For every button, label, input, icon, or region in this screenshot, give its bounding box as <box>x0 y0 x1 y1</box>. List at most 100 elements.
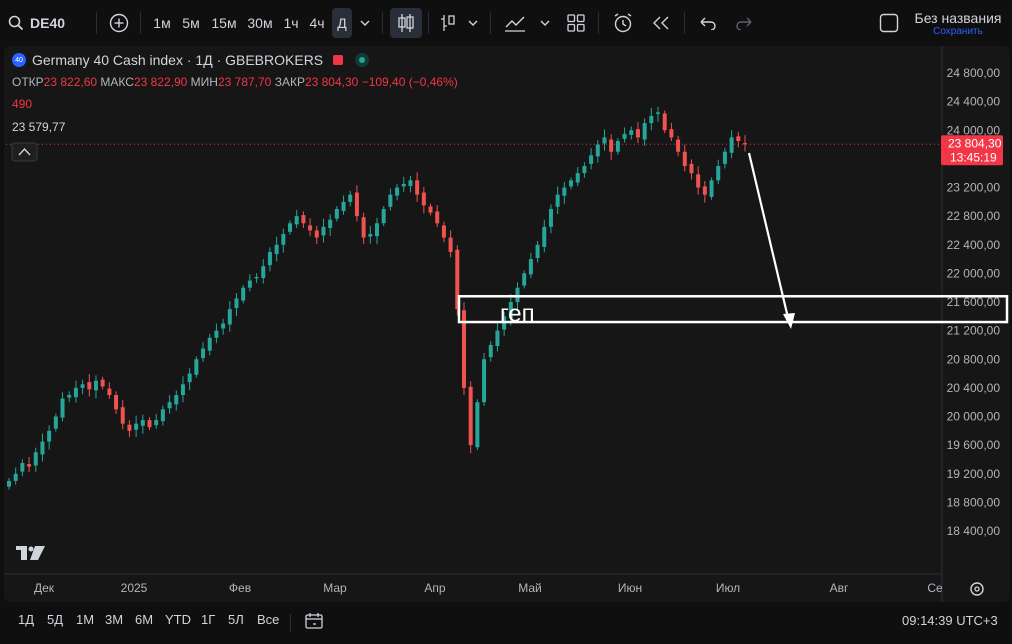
candle-body <box>535 244 540 258</box>
candle-body <box>515 287 520 302</box>
layout-grid-button[interactable] <box>562 8 590 38</box>
candle-body <box>743 143 747 145</box>
range-all[interactable]: Все <box>257 612 280 627</box>
trend-arrow[interactable] <box>747 152 795 329</box>
candle-body <box>47 430 52 442</box>
price-tick-label: 19 200,00 <box>947 467 1001 481</box>
price-tick-label: 24 400,00 <box>947 95 1001 109</box>
indicators-dropdown[interactable] <box>536 8 554 38</box>
candle-body <box>160 409 165 422</box>
interval-1m[interactable]: 1м <box>153 15 171 31</box>
candle-body <box>267 251 272 266</box>
layout-save-link[interactable]: Сохранить <box>933 26 983 37</box>
candle-body <box>294 216 299 225</box>
candle-body <box>508 302 513 319</box>
symbol-name: DE40 <box>30 15 66 31</box>
candle-body <box>375 223 379 237</box>
candle-body <box>120 407 125 424</box>
replay-button[interactable] <box>646 8 676 38</box>
redo-icon <box>736 17 752 30</box>
interval-4h[interactable]: 4ч <box>309 15 325 31</box>
range-6m[interactable]: 6М <box>135 612 154 627</box>
price-tick-label: 24 000,00 <box>947 123 1001 137</box>
interval-30m[interactable]: 30м <box>247 15 273 31</box>
collapse-legend-button[interactable] <box>11 142 38 162</box>
tradingview-logo[interactable] <box>16 546 45 560</box>
time-axis[interactable]: Дек 2025 Фев Мар Апр Май Июн Июл Авг Се <box>4 573 943 595</box>
price-tick-label: 22 400,00 <box>947 238 1001 252</box>
range-3m[interactable]: 3М <box>105 612 124 627</box>
candle-body <box>609 139 614 152</box>
square-icon <box>879 13 899 33</box>
bar-style-dropdown[interactable] <box>464 8 482 38</box>
alert-button[interactable] <box>608 8 638 38</box>
range-5d[interactable]: 5Д <box>47 612 64 627</box>
range-1d[interactable]: 1Д <box>18 612 35 627</box>
candle-body <box>441 225 446 238</box>
time-tick-label: Фев <box>229 581 251 595</box>
price-tick-label: 24 800,00 <box>947 66 1001 80</box>
candle-body <box>448 237 453 252</box>
range-ytd[interactable]: YTD <box>165 612 191 627</box>
close-value: 23 804,30 <box>304 75 359 89</box>
layout-button[interactable] <box>876 8 902 38</box>
interval-15m[interactable]: 15м <box>211 15 237 31</box>
layout-name-block[interactable]: Без названия Сохранить <box>908 10 1008 38</box>
candle-body <box>488 344 493 358</box>
time-tick-label: Се <box>927 581 943 595</box>
candle-body <box>80 384 85 388</box>
candle-body <box>187 373 192 383</box>
candle-body <box>207 337 212 351</box>
badge-price: 23 804,30 <box>948 136 1002 150</box>
time-tick-label: Июл <box>716 581 740 595</box>
clock-timezone[interactable]: 09:14:39 UTC+3 <box>902 613 998 628</box>
gear-icon[interactable] <box>970 582 984 596</box>
candle-body <box>308 225 313 231</box>
candle-body <box>602 137 607 144</box>
layout-title: Без названия <box>914 10 1002 26</box>
candle-body <box>93 380 98 391</box>
candle-body <box>595 144 600 157</box>
candle-body <box>27 464 32 467</box>
candle-body <box>415 180 420 195</box>
price-tick-label: 22 800,00 <box>947 209 1001 223</box>
candle-body <box>114 395 119 410</box>
range-1y[interactable]: 1Г <box>201 612 216 627</box>
symbol-search-button[interactable]: DE40 <box>8 8 72 38</box>
compare-add-button[interactable] <box>106 8 132 38</box>
indicators-button[interactable] <box>434 8 462 38</box>
candle-body <box>575 173 580 183</box>
range-1m[interactable]: 1М <box>76 612 95 627</box>
gap-label: геп <box>500 300 535 327</box>
high-label: МАКС <box>100 75 134 89</box>
redo-button[interactable] <box>730 8 758 38</box>
chart-pane[interactable] <box>4 46 1010 602</box>
candle-body <box>180 384 185 396</box>
candle-body <box>234 298 239 309</box>
goto-date-button[interactable] <box>304 612 324 635</box>
symbol-legend[interactable]: 40 Germany 40 Cash index · 1Д · GBEBROKE… <box>12 52 370 68</box>
interval-dropdown[interactable] <box>356 8 374 38</box>
candle-body <box>475 402 480 448</box>
gap-rectangle[interactable] <box>457 295 1009 324</box>
candle-body <box>20 463 25 472</box>
candle-body <box>40 441 45 455</box>
candle-body <box>328 219 333 228</box>
interval-1h[interactable]: 1ч <box>283 15 299 31</box>
open-value: 23 822,60 <box>43 75 98 89</box>
chart-type-button[interactable] <box>390 8 422 38</box>
bars-icon <box>441 15 455 31</box>
candle-body <box>656 112 661 114</box>
interval-5m[interactable]: 5м <box>182 15 200 31</box>
candle-body <box>254 276 259 279</box>
candle-body <box>247 280 252 288</box>
indicators-chart-button[interactable] <box>500 8 530 38</box>
undo-button[interactable] <box>694 8 722 38</box>
range-5y[interactable]: 5Л <box>228 612 244 627</box>
interval-day[interactable]: Д <box>332 8 352 38</box>
chevron-up-icon <box>18 147 31 156</box>
candle-body <box>214 330 219 338</box>
volume-value: 490 <box>12 97 33 111</box>
